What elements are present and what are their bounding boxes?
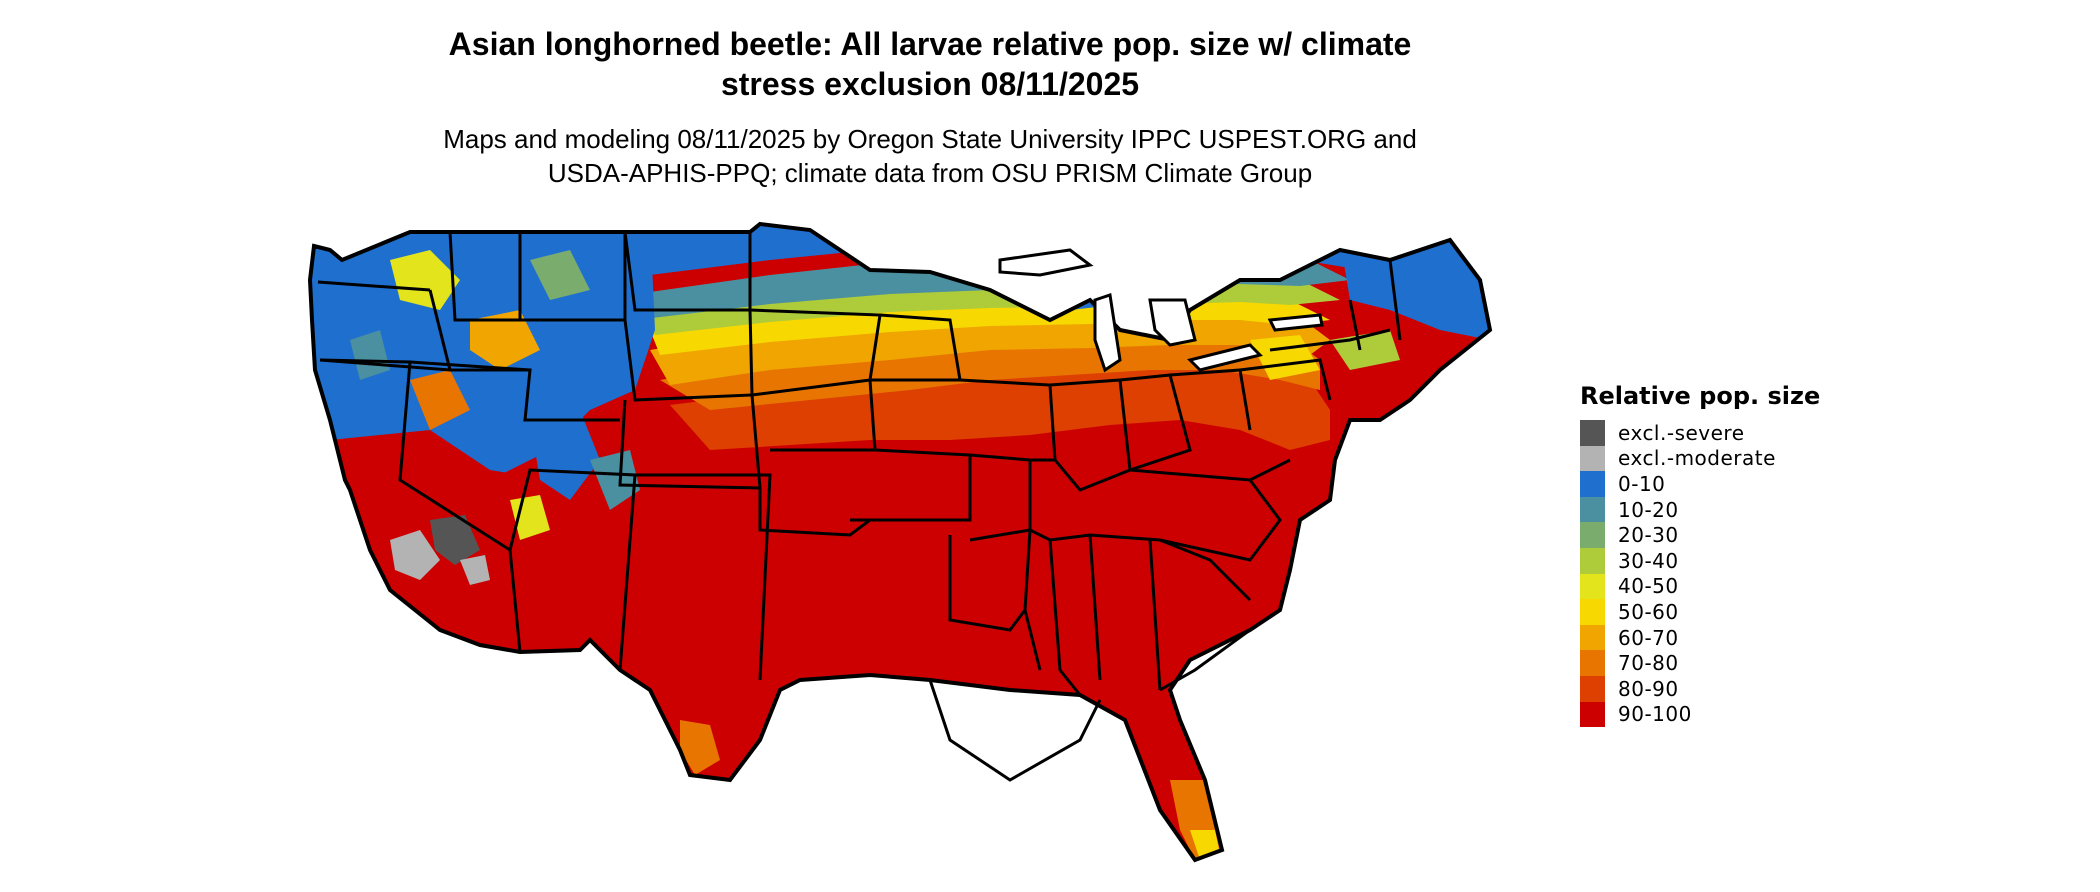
state-boundaries bbox=[317, 231, 1402, 782]
legend-title: Relative pop. size bbox=[1580, 382, 1821, 410]
legend-swatch bbox=[1580, 522, 1605, 548]
legend-label: excl.-moderate bbox=[1618, 446, 1776, 471]
us-population-map bbox=[308, 222, 1492, 862]
legend-swatch bbox=[1580, 496, 1605, 523]
legend-item: excl.-moderate bbox=[1580, 445, 1840, 472]
map-subtitle-line-1: Maps and modeling 08/11/2025 by Oregon S… bbox=[443, 124, 1417, 154]
map-subtitle-line-2: USDA-APHIS-PPQ; climate data from OSU PR… bbox=[547, 158, 1313, 188]
lake-ontario bbox=[1267, 313, 1324, 332]
patch-10-20-rockies bbox=[590, 450, 640, 510]
legend-label: excl.-severe bbox=[1618, 420, 1745, 445]
legend-label: 70-80 bbox=[1618, 651, 1679, 676]
legend-item: 0-10 bbox=[1580, 471, 1840, 497]
map-title-line-2: stress exclusion 08/11/2025 bbox=[720, 66, 1140, 102]
area-excl-severe bbox=[430, 515, 480, 565]
legend-label: 30-40 bbox=[1618, 548, 1679, 573]
map-title-line-1: Asian longhorned beetle: All larvae rela… bbox=[448, 26, 1412, 62]
patch-0-10-colorado-plateau bbox=[530, 410, 600, 500]
legend-item: excl.-severe bbox=[1580, 420, 1840, 446]
legend-label: 60-70 bbox=[1618, 625, 1679, 650]
legend-label: 40-50 bbox=[1618, 574, 1679, 599]
legend-item: 10-20 bbox=[1580, 496, 1840, 523]
legend-item: 80-90 bbox=[1580, 675, 1840, 702]
legend-item: 50-60 bbox=[1580, 599, 1840, 625]
lake-superior bbox=[998, 248, 1094, 277]
legend-label: 0-10 bbox=[1618, 471, 1666, 496]
legend-item: 30-40 bbox=[1580, 547, 1840, 574]
patch-70-80-west bbox=[410, 370, 470, 430]
legend-item: 20-30 bbox=[1580, 522, 1840, 548]
legend-swatch bbox=[1580, 650, 1605, 676]
map-subtitle: Maps and modeling 08/11/2025 by Oregon S… bbox=[360, 122, 1500, 190]
legend-label: 20-30 bbox=[1618, 523, 1679, 548]
legend-label: 10-20 bbox=[1618, 497, 1679, 522]
region-0-10-new-england bbox=[1340, 240, 1490, 340]
legend-item: 70-80 bbox=[1580, 650, 1840, 676]
map-title: Asian longhorned beetle: All larvae rela… bbox=[360, 24, 1500, 104]
legend: Relative pop. size excl.-severe excl.-mod… bbox=[1580, 382, 1840, 728]
lake-erie bbox=[1187, 343, 1263, 372]
legend-swatch bbox=[1580, 547, 1605, 574]
great-lakes bbox=[998, 248, 1324, 373]
legend-items: excl.-severe excl.-moderate 0-10 10-20 20-30… bbox=[1580, 420, 1840, 728]
area-excl-moderate bbox=[390, 530, 440, 580]
patch-60-70 bbox=[470, 310, 540, 370]
legend-swatch bbox=[1580, 445, 1605, 472]
legend-swatch bbox=[1580, 471, 1605, 497]
patch-10-20-west bbox=[350, 330, 390, 380]
area-excl-moderate-2 bbox=[460, 555, 490, 585]
legend-swatch bbox=[1580, 420, 1605, 446]
legend-swatch bbox=[1580, 573, 1605, 600]
legend-item: 60-70 bbox=[1580, 624, 1840, 651]
lake-michigan bbox=[1093, 293, 1122, 373]
patch-40-50 bbox=[390, 250, 460, 310]
legend-item: 40-50 bbox=[1580, 573, 1840, 600]
legend-swatch bbox=[1580, 675, 1605, 702]
patch-70-80-texas bbox=[680, 720, 720, 775]
region-70-80 bbox=[660, 325, 1320, 410]
legend-swatch bbox=[1580, 624, 1605, 651]
legend-label: 80-90 bbox=[1618, 676, 1679, 701]
legend-swatch bbox=[1580, 701, 1605, 728]
legend-item: 90-100 bbox=[1580, 701, 1840, 728]
patch-20-30 bbox=[530, 250, 590, 300]
legend-label: 50-60 bbox=[1618, 599, 1679, 624]
lake-huron bbox=[1148, 298, 1197, 347]
legend-label: 90-100 bbox=[1618, 702, 1692, 727]
legend-swatch bbox=[1580, 599, 1605, 625]
